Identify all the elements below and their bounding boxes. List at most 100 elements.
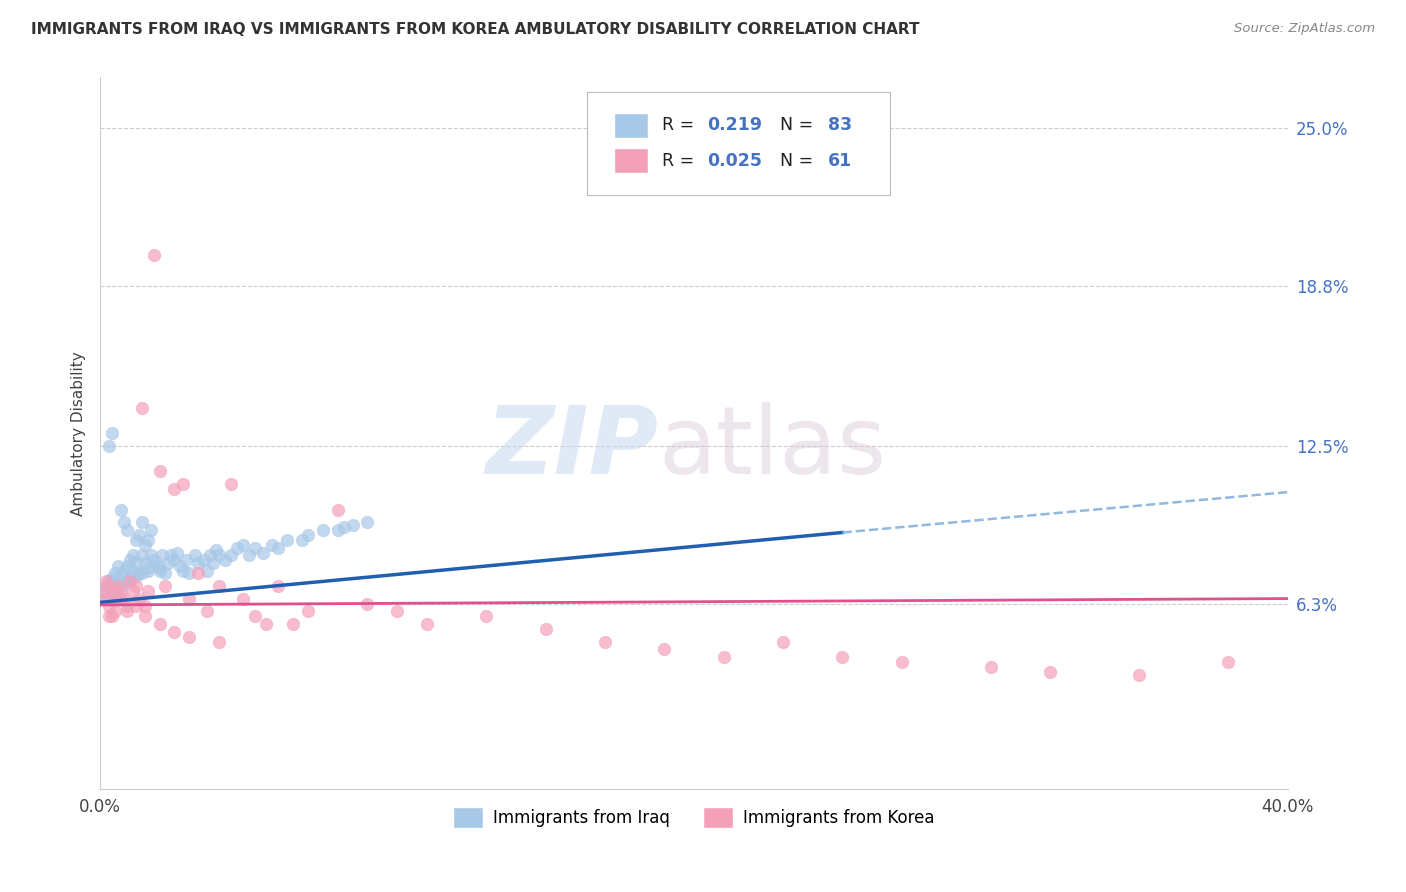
Point	[187, 556, 209, 570]
Point	[107, 576, 129, 591]
Point	[980, 660, 1002, 674]
Point	[104, 604, 127, 618]
Point	[475, 609, 498, 624]
Text: 61: 61	[828, 152, 852, 169]
Text: ZIP: ZIP	[485, 401, 658, 493]
Point	[136, 561, 159, 575]
FancyBboxPatch shape	[588, 92, 890, 194]
Point	[262, 538, 284, 552]
Point	[163, 553, 186, 567]
Point	[276, 533, 298, 547]
Text: Source: ZipAtlas.com: Source: ZipAtlas.com	[1234, 22, 1375, 36]
Point	[332, 520, 354, 534]
Point	[214, 553, 236, 567]
Point	[94, 591, 117, 606]
Point	[125, 533, 148, 547]
Point	[110, 583, 132, 598]
Point	[291, 533, 314, 547]
Point	[193, 553, 215, 567]
Point	[243, 609, 266, 624]
Point	[125, 579, 148, 593]
Point	[118, 574, 141, 588]
Point	[128, 566, 150, 581]
Point	[160, 549, 183, 563]
Point	[219, 549, 242, 563]
Point	[312, 523, 335, 537]
Point	[652, 642, 675, 657]
Point	[121, 549, 143, 563]
Point	[831, 650, 853, 665]
Point	[128, 528, 150, 542]
Point	[195, 564, 218, 578]
Point	[98, 574, 121, 588]
Legend: Immigrants from Iraq, Immigrants from Korea: Immigrants from Iraq, Immigrants from Ko…	[447, 801, 942, 834]
Text: N =: N =	[769, 152, 818, 169]
Point	[94, 591, 117, 606]
Point	[356, 597, 378, 611]
Point	[107, 579, 129, 593]
Point	[112, 576, 135, 591]
Point	[101, 571, 124, 585]
Point	[128, 591, 150, 606]
Point	[98, 579, 121, 593]
Point	[297, 604, 319, 618]
Point	[101, 609, 124, 624]
Point	[713, 650, 735, 665]
Point	[225, 541, 247, 555]
Point	[139, 549, 162, 563]
Point	[104, 583, 127, 598]
Point	[342, 517, 364, 532]
Point	[163, 624, 186, 639]
Point	[326, 502, 349, 516]
Point	[112, 591, 135, 606]
Point	[356, 516, 378, 530]
Point	[148, 564, 170, 578]
Point	[104, 583, 127, 598]
Point	[201, 556, 224, 570]
Point	[184, 549, 207, 563]
Point	[208, 634, 231, 648]
Point	[148, 465, 170, 479]
Point	[98, 609, 121, 624]
Point	[121, 564, 143, 578]
Point	[115, 599, 138, 614]
Point	[534, 622, 557, 636]
Point	[142, 553, 165, 567]
Point	[254, 617, 277, 632]
Point	[219, 477, 242, 491]
Point	[326, 523, 349, 537]
Point	[205, 543, 228, 558]
Point	[136, 564, 159, 578]
Text: atlas: atlas	[658, 401, 887, 493]
Point	[121, 583, 143, 598]
Point	[104, 566, 127, 581]
Text: N =: N =	[769, 116, 818, 134]
Point	[91, 583, 114, 598]
Point	[136, 583, 159, 598]
Point	[772, 634, 794, 648]
Point	[110, 579, 132, 593]
FancyBboxPatch shape	[614, 112, 648, 137]
Text: 83: 83	[828, 116, 852, 134]
Point	[267, 541, 290, 555]
Point	[134, 609, 156, 624]
Y-axis label: Ambulatory Disability: Ambulatory Disability	[72, 351, 86, 516]
Point	[890, 655, 912, 669]
Point	[385, 604, 408, 618]
Point	[98, 439, 121, 453]
Point	[416, 617, 439, 632]
Point	[281, 617, 304, 632]
Point	[131, 516, 153, 530]
Point	[148, 617, 170, 632]
Point	[134, 556, 156, 570]
Point	[136, 533, 159, 547]
Point	[157, 556, 180, 570]
Point	[101, 426, 124, 441]
Point	[148, 561, 170, 575]
Point	[131, 549, 153, 563]
Point	[101, 586, 124, 600]
Text: 0.025: 0.025	[707, 152, 762, 169]
Point	[208, 579, 231, 593]
Point	[187, 566, 209, 581]
Point	[98, 589, 121, 603]
